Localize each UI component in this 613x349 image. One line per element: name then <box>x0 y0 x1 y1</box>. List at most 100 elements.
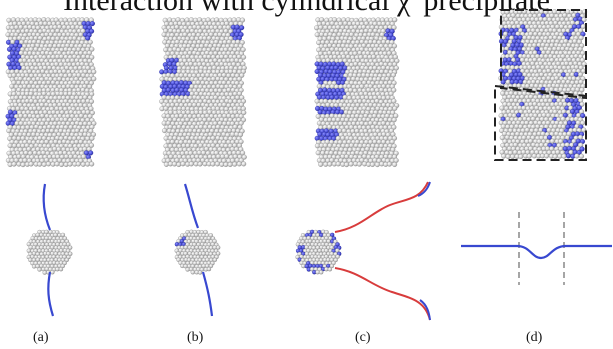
panel-b-atom-slab <box>159 17 247 168</box>
matrix-atom <box>344 154 350 160</box>
panel-b-precipitate <box>174 229 221 275</box>
precipitate-atom <box>5 39 12 45</box>
matrix-atom <box>549 138 555 144</box>
matrix-atom <box>236 91 243 97</box>
matrix-atom <box>169 73 175 79</box>
matrix-atom <box>379 31 385 38</box>
panel-c-atom-slab <box>314 17 400 168</box>
matrix-atom <box>80 98 86 104</box>
matrix-atom <box>171 161 178 167</box>
precipitate-atom <box>37 267 42 272</box>
matrix-atom <box>39 113 45 119</box>
precipitate-atom <box>212 257 218 262</box>
panel-a-precipitate <box>26 229 73 275</box>
matrix-atom <box>371 54 377 60</box>
precipitate-atom <box>315 270 320 275</box>
matrix-atom <box>13 24 19 30</box>
matrix-atom <box>185 143 191 149</box>
matrix-atom <box>565 79 571 85</box>
matrix-atom <box>392 17 398 23</box>
panel-label-b: (b) <box>187 330 204 345</box>
panel-a-dislocation-top <box>42 183 52 231</box>
matrix-atom <box>391 43 398 49</box>
precipitate-atom <box>89 28 95 34</box>
precipitate-atom <box>206 266 212 272</box>
matrix-atom <box>35 25 41 31</box>
matrix-atom <box>336 31 342 37</box>
matrix-atom <box>560 79 567 85</box>
matrix-atom <box>326 124 332 130</box>
precipitate-atom <box>35 232 40 238</box>
precipitate-atom <box>190 270 195 275</box>
matrix-atom <box>188 161 194 167</box>
matrix-atom <box>52 146 58 152</box>
matrix-atom <box>578 79 584 85</box>
matrix-atom <box>546 127 552 133</box>
matrix-atom <box>522 35 528 41</box>
matrix-atom <box>89 54 95 60</box>
matrix-atom <box>374 162 380 168</box>
matrix-atom <box>227 161 233 168</box>
matrix-atom <box>215 153 221 160</box>
matrix-atom <box>239 17 246 23</box>
matrix-atom <box>236 76 242 82</box>
panel-label-c: (c) <box>355 330 371 345</box>
matrix-atom <box>89 161 95 167</box>
precipitate-atom <box>327 267 333 272</box>
matrix-atom <box>63 153 69 160</box>
matrix-atom <box>327 161 333 167</box>
matrix-atom <box>385 146 392 152</box>
matrix-atom <box>315 150 321 156</box>
panel-label-a: (a) <box>33 330 49 345</box>
matrix-atom <box>72 153 78 160</box>
precipitate-atom <box>85 35 91 41</box>
matrix-atom <box>20 162 26 168</box>
matrix-atom <box>11 161 17 167</box>
matrix-atom <box>534 105 540 111</box>
matrix-atom <box>26 68 33 74</box>
precipitate-atom <box>58 267 64 272</box>
panel-c-dislocation-bottom <box>334 267 431 321</box>
precipitate-atom <box>88 150 94 156</box>
matrix-atom <box>225 24 231 30</box>
precipitate-atom <box>185 267 190 272</box>
matrix-atom <box>89 46 95 52</box>
matrix-atom <box>561 153 567 159</box>
matrix-atom <box>89 110 95 116</box>
matrix-atom <box>161 128 168 134</box>
figure-title: Interaction with cylindrical χ' precipit… <box>63 0 550 17</box>
matrix-atom <box>50 79 56 86</box>
matrix-atom <box>45 80 52 86</box>
matrix-atom <box>346 39 352 45</box>
precipitate-atom <box>317 109 323 115</box>
matrix-atom <box>224 153 230 159</box>
matrix-atom <box>15 105 21 112</box>
matrix-atom <box>380 120 386 126</box>
matrix-atom <box>232 161 238 167</box>
matrix-atom <box>33 46 39 52</box>
matrix-atom <box>391 98 397 104</box>
matrix-atom <box>217 31 223 38</box>
matrix-atom <box>348 161 354 167</box>
matrix-atom <box>75 79 81 86</box>
panel-a-atom-slab <box>5 17 97 168</box>
precipitate-atom <box>333 65 339 71</box>
precipitate-atom <box>326 257 331 262</box>
matrix-atom <box>88 142 95 148</box>
matrix-atom <box>91 76 97 82</box>
matrix-atom <box>32 150 38 156</box>
precipitate-atom <box>565 153 571 159</box>
matrix-atom <box>18 120 24 126</box>
matrix-atom <box>526 153 532 159</box>
matrix-atom <box>88 106 94 112</box>
panel-c-precipitate <box>295 229 342 275</box>
matrix-atom <box>344 162 350 168</box>
matrix-atom <box>325 102 331 108</box>
matrix-atom <box>361 42 367 49</box>
precipitate-atom <box>42 270 47 275</box>
matrix-atom <box>80 161 86 167</box>
matrix-atom <box>78 32 84 38</box>
matrix-atom <box>546 75 552 81</box>
matrix-atom <box>329 83 335 89</box>
matrix-atom <box>239 72 245 78</box>
